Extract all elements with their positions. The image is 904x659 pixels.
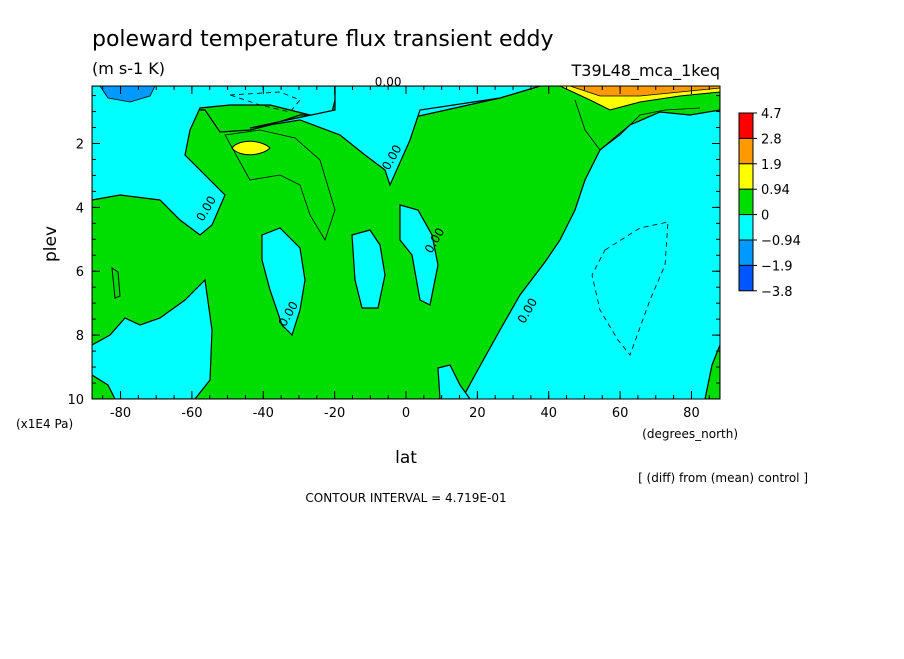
- field-cyan-upper-mid: [249, 86, 541, 187]
- diff-note: [ (diff) from (mean) control ]: [638, 471, 808, 485]
- x-tick-label: 40: [540, 406, 557, 421]
- legend-label: 2.8: [761, 132, 782, 147]
- color-legend: 4.7 2.8 1.9 0.94 0 −0.94 −1.9 −3.8: [738, 107, 801, 300]
- dashed-contour-right: [591, 221, 669, 356]
- field-blue-top-left: [99, 86, 156, 103]
- legend-label: −1.9: [761, 259, 793, 274]
- legend-swatch: [738, 137, 754, 165]
- thin-contour-right: [574, 99, 701, 151]
- legend-label: 0.94: [761, 183, 790, 198]
- legend-label: 1.9: [761, 158, 782, 173]
- field-orange-top-right: [569, 86, 720, 97]
- legend-swatch: [738, 264, 754, 292]
- field-cyan-island-2: [351, 229, 386, 309]
- chart-experiment: T39L48_mca_1keq: [571, 61, 720, 81]
- x-tick-label: -80: [110, 406, 131, 421]
- y-tick-label: 10: [67, 393, 84, 408]
- legend-label: 0: [761, 209, 769, 224]
- x-tick-label: -60: [181, 406, 202, 421]
- y-tick-label: 6: [76, 265, 84, 280]
- y-axis-label: plev: [41, 226, 61, 262]
- legend-label: 4.7: [761, 107, 782, 122]
- field-cyan-bottom-left: [92, 278, 213, 399]
- y-axis-units: (x1E4 Pa): [16, 417, 73, 431]
- field-cyan-bottom-mid: [437, 364, 471, 399]
- x-tick-label: -40: [253, 406, 274, 421]
- y-tick-label: 4: [76, 201, 84, 216]
- plot-area: [92, 86, 720, 399]
- legend-swatch: [738, 112, 754, 139]
- y-tick-label: 2: [76, 137, 84, 152]
- x-axis-label: lat: [395, 448, 417, 468]
- y-tick-label: 8: [76, 329, 84, 344]
- x-tick-label: 80: [683, 406, 700, 421]
- x-axis-units: (degrees_north): [642, 427, 738, 441]
- legend-swatch: [738, 163, 754, 190]
- legend-swatch: [738, 239, 754, 266]
- contour-interval: CONTOUR INTERVAL = 4.719E-01: [305, 491, 506, 505]
- legend-label: −3.8: [761, 285, 793, 300]
- thin-contour-mid: [224, 129, 336, 241]
- field-yellow-blob: [231, 140, 271, 156]
- legend-swatch: [738, 188, 754, 216]
- x-tick-label: 20: [469, 406, 486, 421]
- y-axis-ticks: 2 4 6 8 10: [67, 137, 720, 408]
- chart-title: poleward temperature flux transient eddy: [92, 27, 554, 52]
- x-tick-label: 60: [612, 406, 629, 421]
- field-small-green-left: [111, 266, 121, 299]
- field-green-right-edge: [704, 344, 720, 399]
- legend-label: −0.94: [761, 234, 801, 249]
- field-cyan-island-1: [261, 227, 306, 337]
- field-cyan-island-3: [399, 204, 439, 306]
- x-tick-label: -20: [324, 406, 345, 421]
- x-axis-ticks: -80 -60 -40 -20 0 20 40 60 80: [110, 86, 700, 421]
- field-green-bottom-left-lobe: [92, 374, 116, 399]
- x-tick-label: 0: [402, 406, 410, 421]
- chart-units: (m s-1 K): [92, 59, 165, 78]
- contour-label: 0.00: [375, 75, 402, 89]
- legend-swatch: [738, 214, 754, 241]
